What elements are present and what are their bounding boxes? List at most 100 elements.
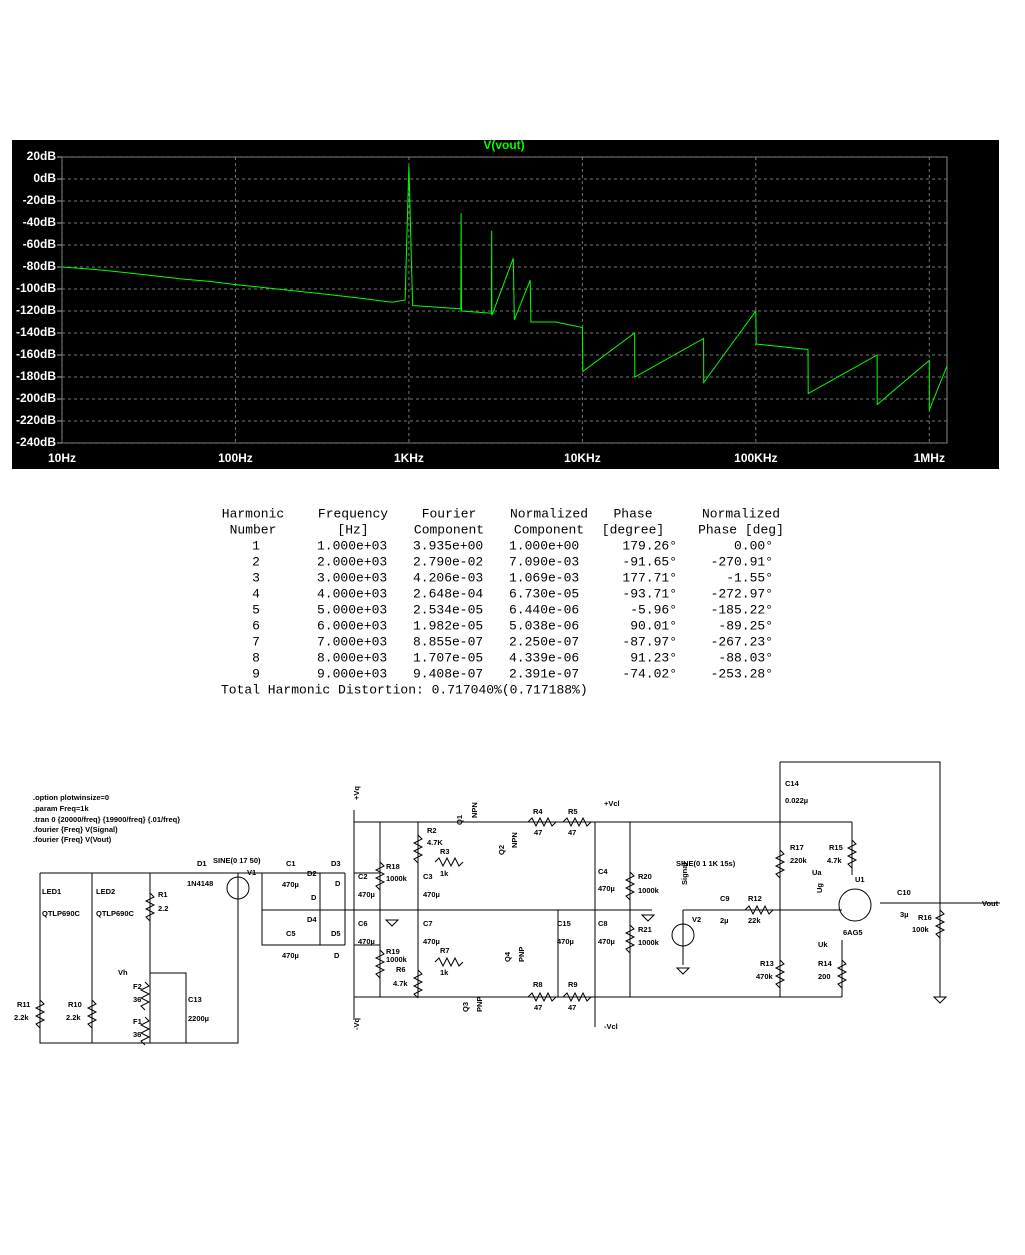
schematic-label: 1000k — [638, 886, 660, 895]
schematic-label: 1000k — [386, 874, 408, 883]
schematic-label: 470µ — [282, 951, 299, 960]
wire — [353, 810, 852, 1020]
schematic-label: 1000k — [386, 955, 408, 964]
schematic-label: D5 — [331, 929, 341, 938]
schematic-label: 47 — [534, 828, 542, 837]
schematic-label: R17 — [790, 843, 804, 852]
y-tick-label: 20dB — [27, 149, 57, 163]
resistor — [434, 856, 464, 868]
schematic-label: D — [335, 879, 341, 888]
plot-title: V(vout) — [483, 138, 524, 152]
table-cell: 2.391e-07 — [509, 666, 579, 681]
schematic-label: R5 — [568, 807, 578, 816]
schematic-label: QTLP690C — [96, 909, 135, 918]
schematic-label: 470µ — [598, 937, 615, 946]
table-cell: -253.28° — [711, 666, 773, 681]
table-cell: 177.71° — [622, 570, 677, 585]
table-cell: 6 — [252, 618, 260, 633]
table-cell: 2.250e-07 — [509, 634, 579, 649]
table-cell: 3.935e+00 — [413, 538, 483, 553]
schematic-label: 470µ — [282, 880, 299, 889]
table-header: [degree] — [602, 522, 664, 537]
table-cell: 2.000e+03 — [317, 554, 387, 569]
resistor — [434, 956, 464, 968]
schematic-label: 470µ — [358, 890, 375, 899]
resistor — [527, 816, 557, 828]
schematic-label: F2 — [133, 982, 142, 991]
table-cell: -270.91° — [711, 554, 773, 569]
table-cell: 6.000e+03 — [317, 618, 387, 633]
plot-frame — [61, 156, 948, 444]
source — [671, 923, 695, 947]
schematic-label: Q4 — [503, 951, 512, 962]
table-cell: 2 — [252, 554, 260, 569]
schematic-label: F1 — [133, 1017, 142, 1026]
schematic-label: D4 — [307, 915, 317, 924]
table-header: Harmonic — [222, 506, 284, 521]
y-tick-label: -240dB — [16, 435, 56, 449]
schematic-label: Q1 — [455, 815, 464, 825]
table-cell: -91.65° — [622, 554, 677, 569]
y-tick-label: -60dB — [23, 237, 57, 251]
table-cell: 4.339e-06 — [509, 650, 579, 665]
table-header: [Hz] — [337, 522, 368, 537]
schematic-label: D1 — [197, 859, 207, 868]
resistor — [744, 904, 774, 916]
schematic-label: 22k — [748, 916, 761, 925]
resistor — [139, 981, 151, 1011]
schematic-label: 3µ — [900, 910, 909, 919]
resistor — [34, 999, 46, 1029]
table-cell: 2.790e-02 — [413, 554, 483, 569]
schematic-label: D — [311, 893, 317, 902]
schematic-label: R4 — [533, 807, 543, 816]
schematic-label: C7 — [423, 919, 433, 928]
table-cell: 1.707e-05 — [413, 650, 483, 665]
schematic-label: 47 — [534, 1003, 542, 1012]
table-header: Frequency — [318, 506, 388, 521]
source — [226, 876, 250, 900]
schematic-label: +Vcl — [604, 799, 620, 808]
schematic-label: U1 — [855, 875, 865, 884]
schematic-label: NPN — [470, 802, 479, 818]
table-cell: 0.00° — [734, 538, 773, 553]
schematic-label: 470µ — [423, 890, 440, 899]
table-cell: -93.71° — [622, 586, 677, 601]
trace — [61, 165, 948, 411]
schematic-label: Q2 — [497, 845, 506, 855]
table-header: Number — [230, 522, 277, 537]
schematic-label: C1 — [286, 859, 296, 868]
table-cell: 2.534e-05 — [413, 602, 483, 617]
resistor — [624, 924, 636, 954]
schematic-label: Uk — [818, 940, 828, 949]
table-cell: 7.090e-03 — [509, 554, 579, 569]
table-cell: 4.000e+03 — [317, 586, 387, 601]
schematic-label: .param Freq=1k — [33, 804, 89, 813]
resistor — [139, 1016, 151, 1046]
table-cell: -267.23° — [711, 634, 773, 649]
schematic-label: 4.7k — [393, 979, 408, 988]
schematic-label: C3 — [423, 872, 433, 881]
schematic-label: 470µ — [358, 937, 375, 946]
schematic-label: 47 — [568, 1003, 576, 1012]
table-cell: -89.25° — [718, 618, 773, 633]
schematic-label: C10 — [897, 888, 911, 897]
x-tick-label: 1MHz — [914, 451, 945, 465]
schematic-label: .tran 0 {20000/freq} {19900/freq} {.01/f… — [33, 815, 180, 824]
resistor — [527, 991, 557, 1003]
schematic-label: SINE(0 1 1K 15s) — [676, 859, 736, 868]
resistor — [846, 839, 858, 869]
resistor — [836, 959, 848, 989]
schematic-label: SINE(0 17 50) — [213, 856, 261, 865]
wire — [238, 872, 652, 946]
schematic-label: R6 — [396, 965, 406, 974]
schematic-label: -Vq — [352, 1018, 361, 1031]
schematic-label: 6AG5 — [843, 928, 863, 937]
table-cell: -185.22° — [711, 602, 773, 617]
schematic-label: D2 — [307, 869, 317, 878]
resistor — [774, 849, 786, 879]
table-cell: 3.000e+03 — [317, 570, 387, 585]
schematic-label: 2.2k — [66, 1013, 81, 1022]
table-cell: 91.23° — [630, 650, 677, 665]
y-tick-label: -40dB — [23, 215, 57, 229]
